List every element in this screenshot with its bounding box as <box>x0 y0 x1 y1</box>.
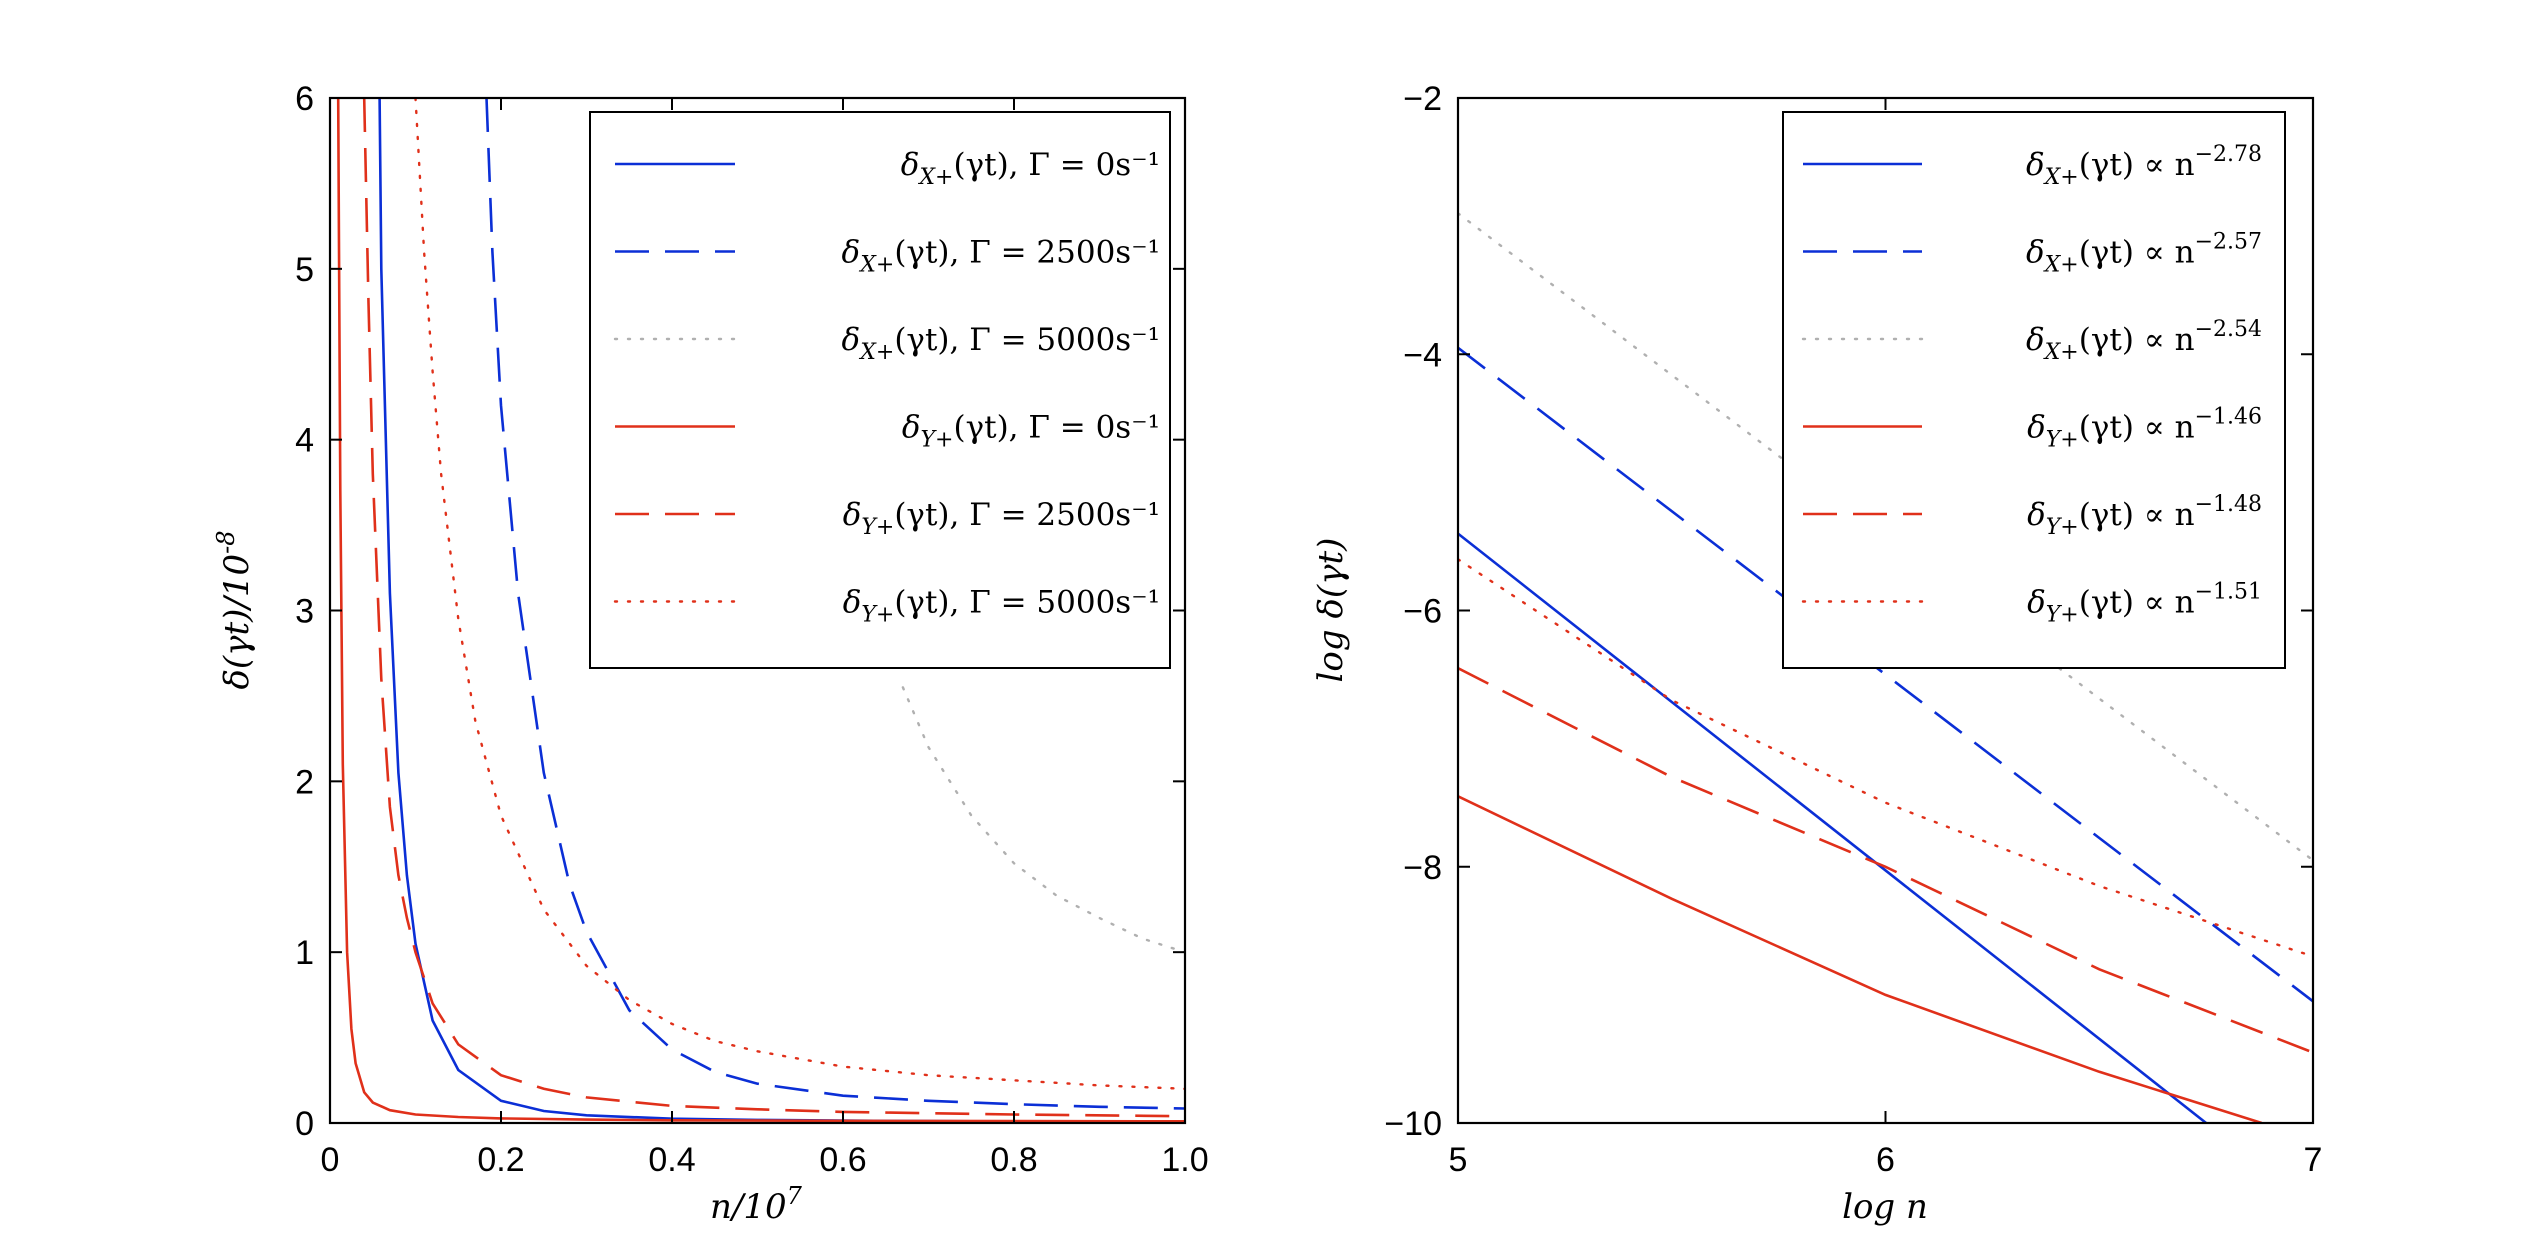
legend-label-4: δY+(γt), Γ = 0s⁻¹ <box>902 410 1160 453</box>
legend-label-5: δY+(γt) ∝ n−1.48 <box>2027 492 2262 540</box>
legend-box <box>1782 111 2286 669</box>
series-line-5 <box>1458 667 2313 1054</box>
legend-label-5: δY+(γt), Γ = 2500s⁻¹ <box>843 497 1160 540</box>
legend-box <box>589 111 1171 669</box>
x-axis-label: n/107 <box>710 1182 803 1227</box>
series-line-4 <box>336 98 1185 1123</box>
y-tick-label: 5 <box>295 251 314 289</box>
series-line-1 <box>1458 532 2207 1123</box>
chart-panel-right: 5 6 7 −2 −4 −6 −8 −10 log n log δ(γt) δX+(γt) ∝ n−… <box>1311 80 2322 1227</box>
series-line-3 <box>901 686 1185 954</box>
legend: δX+(γt), Γ = 0s⁻¹ δX+(γt), Γ = 2500s⁻¹ δX+… <box>589 111 1171 669</box>
legend-label-6: δY+(γt), Γ = 5000s⁻¹ <box>843 585 1160 628</box>
legend-label-3: δX+(γt), Γ = 5000s⁻¹ <box>842 322 1160 365</box>
y-tick-label: 4 <box>295 422 314 460</box>
y-tick-label: 6 <box>295 80 314 118</box>
x-tick-label: 0.4 <box>648 1141 695 1179</box>
legend-label-4: δY+(γt) ∝ n−1.46 <box>2027 405 2262 453</box>
y-tick-label: 3 <box>295 593 314 631</box>
legend-label-6: δY+(γt) ∝ n−1.51 <box>2027 580 2262 628</box>
series-line-6 <box>414 98 1185 1091</box>
legend: δX+(γt) ∝ n−2.78 δX+(γt) ∝ n−2.57 δX+(γt) … <box>1782 111 2286 669</box>
series-line-2 <box>1458 346 2313 1003</box>
y-tick-label: 2 <box>295 763 314 801</box>
x-tick-label: 0.8 <box>990 1141 1037 1179</box>
y-tick-label: −6 <box>1403 593 1442 631</box>
legend-label-1: δX+(γt) ∝ n−2.78 <box>2026 142 2262 190</box>
y-tick-label: 1 <box>295 934 314 972</box>
x-axis-label: log n <box>1842 1187 1928 1227</box>
x-tick-label: 7 <box>2304 1141 2323 1179</box>
legend-label-2: δX+(γt), Γ = 2500s⁻¹ <box>842 235 1160 278</box>
x-tick-label: 0 <box>321 1141 340 1179</box>
series-line-4 <box>1458 795 2263 1123</box>
y-tick-label: −4 <box>1403 336 1442 374</box>
y-tick-label: −2 <box>1403 80 1442 118</box>
y-axis-label: δ(γt)/10-8 <box>212 530 257 689</box>
chart-panel-left: 0 0.2 0.4 0.6 0.8 1.0 0 1 2 3 4 5 6 n/107 δ(γt)/10-8 δX… <box>212 80 1209 1227</box>
legend-label-2: δX+(γt) ∝ n−2.57 <box>2026 230 2262 278</box>
series-line-6 <box>1458 558 2313 958</box>
series-line-2 <box>485 98 1185 1110</box>
x-tick-label: 5 <box>1449 1141 1468 1179</box>
series-group <box>336 98 1185 1123</box>
x-tick-label: 1.0 <box>1161 1141 1208 1179</box>
legend-label-3: δX+(γt) ∝ n−2.54 <box>2026 317 2262 365</box>
y-tick-label: 0 <box>295 1105 314 1143</box>
x-tick-label: 0.6 <box>819 1141 866 1179</box>
y-tick-label: −8 <box>1403 849 1442 887</box>
y-axis-label: log δ(γt) <box>1311 538 1351 683</box>
y-tick-label: −10 <box>1384 1105 1442 1143</box>
legend-label-1: δX+(γt), Γ = 0s⁻¹ <box>901 147 1160 190</box>
x-tick-label: 6 <box>1876 1141 1895 1179</box>
x-tick-label: 0.2 <box>477 1141 524 1179</box>
